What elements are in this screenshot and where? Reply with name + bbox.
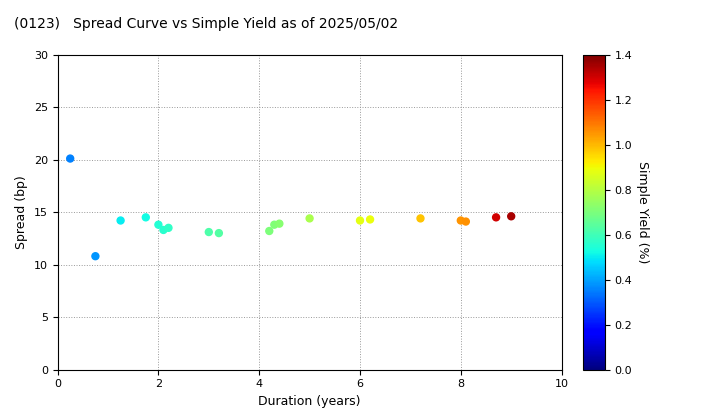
Point — [158, 226, 169, 233]
Text: (0123)   Spread Curve vs Simple Yield as of 2025/05/02: (0123) Spread Curve vs Simple Yield as o… — [14, 17, 399, 31]
Point — [505, 213, 517, 220]
Y-axis label: Simple Yield (%): Simple Yield (%) — [636, 161, 649, 263]
Point — [460, 218, 472, 225]
Point — [304, 215, 315, 222]
Point — [140, 214, 151, 221]
Point — [455, 217, 467, 224]
Point — [490, 214, 502, 221]
Point — [354, 217, 366, 224]
Point — [153, 221, 164, 228]
Point — [415, 215, 426, 222]
Y-axis label: Spread (bp): Spread (bp) — [15, 175, 28, 249]
Point — [264, 228, 275, 234]
Point — [274, 220, 285, 227]
Point — [269, 221, 280, 228]
Point — [163, 224, 174, 231]
Point — [203, 228, 215, 235]
Point — [65, 155, 76, 162]
Point — [89, 253, 101, 260]
Point — [213, 230, 225, 236]
X-axis label: Duration (years): Duration (years) — [258, 395, 361, 408]
Point — [115, 217, 127, 224]
Point — [364, 216, 376, 223]
